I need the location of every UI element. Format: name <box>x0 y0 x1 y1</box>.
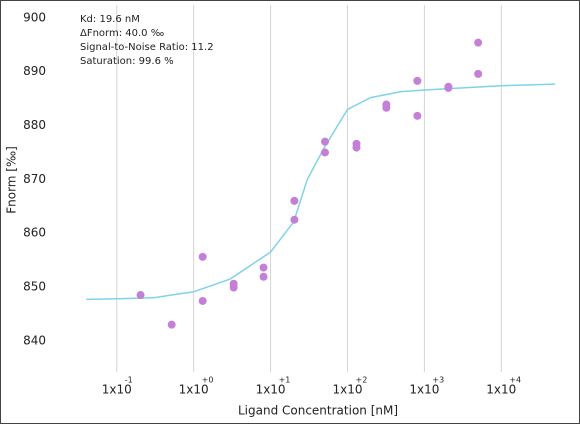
data-point <box>352 143 361 152</box>
data-point <box>259 263 268 272</box>
y-axis-title: Fnorm [‰] <box>5 146 19 214</box>
annotation: ΔFnorm: 40.0 ‰ <box>80 28 164 39</box>
x-tick-exponent: +4 <box>509 376 521 385</box>
data-point <box>259 272 268 281</box>
x-tick-exponent: +1 <box>279 376 291 385</box>
annotation: Signal-to-Noise Ratio: 11.2 <box>80 42 214 53</box>
x-tick-exponent: +0 <box>202 376 214 385</box>
data-point <box>136 291 145 300</box>
data-point <box>474 69 483 78</box>
data-point <box>382 103 391 112</box>
data-point <box>229 283 238 292</box>
x-tick-label: 1x10 <box>256 383 286 397</box>
data-point <box>413 111 422 120</box>
y-tick-label: 860 <box>23 226 46 240</box>
x-tick-label: 1x10 <box>179 383 209 397</box>
data-point <box>444 83 453 92</box>
data-point <box>198 296 207 305</box>
data-point <box>198 252 207 261</box>
data-point <box>474 38 483 47</box>
x-tick-label: 1x10 <box>486 383 516 397</box>
y-tick-label: 840 <box>23 333 46 347</box>
x-axis-title: Ligand Concentration [nM] <box>238 404 398 418</box>
annotation: Saturation: 99.6 % <box>80 56 174 67</box>
y-tick-label: 890 <box>23 64 46 78</box>
x-tick-label: 1x10 <box>332 383 362 397</box>
data-point <box>413 76 422 85</box>
y-tick-label: 880 <box>23 118 46 132</box>
data-point <box>167 320 176 329</box>
data-point <box>321 137 330 146</box>
data-point <box>290 196 299 205</box>
x-tick-label: 1x10 <box>102 383 132 397</box>
x-tick-exponent: +3 <box>432 376 444 385</box>
fit-curve <box>86 83 556 301</box>
annotation: Kd: 19.6 nM <box>80 14 140 25</box>
y-tick-label: 870 <box>23 172 46 186</box>
x-tick-exponent: +2 <box>355 376 367 385</box>
data-point <box>290 215 299 224</box>
y-tick-label: 900 <box>23 10 46 24</box>
x-tick-exponent: -1 <box>125 376 133 385</box>
x-tick-label: 1x10 <box>409 383 439 397</box>
y-tick-label: 850 <box>23 279 46 293</box>
data-point <box>321 148 330 157</box>
